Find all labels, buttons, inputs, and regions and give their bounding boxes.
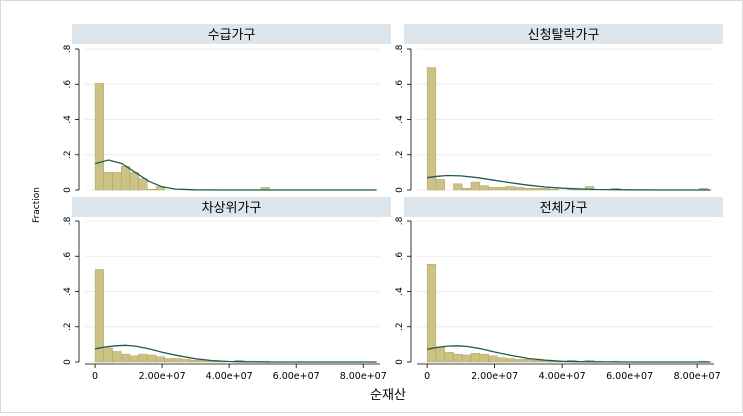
histogram-bar bbox=[103, 347, 113, 363]
y-tick-label: .8 bbox=[63, 44, 73, 53]
histogram-bar bbox=[121, 353, 131, 363]
histogram-bar bbox=[155, 356, 165, 363]
panel-header bbox=[72, 197, 391, 217]
histogram-bar bbox=[164, 358, 174, 363]
y-tick-label: 0 bbox=[63, 359, 73, 365]
x-axis-label: 순재산 bbox=[370, 388, 406, 403]
histogram-bar bbox=[453, 353, 463, 363]
histogram-bar bbox=[190, 360, 200, 363]
histogram-bar bbox=[426, 263, 437, 363]
histogram-bar bbox=[541, 188, 551, 191]
histogram-bar bbox=[182, 359, 192, 363]
panel-title: 수급가구 bbox=[208, 28, 256, 43]
histogram-bar bbox=[523, 188, 533, 191]
histogram-bar bbox=[532, 360, 542, 363]
x-tick-label: 0 bbox=[424, 371, 430, 382]
density-curve bbox=[94, 344, 377, 363]
y-axis-label: Fraction bbox=[32, 187, 42, 223]
y-tick-label: .2 bbox=[395, 322, 405, 331]
y-tick-label: .2 bbox=[395, 150, 405, 159]
histogram-bar bbox=[470, 181, 480, 191]
density-curve bbox=[426, 345, 711, 363]
histogram-bar bbox=[532, 188, 542, 191]
y-tick-label: .2 bbox=[63, 322, 73, 331]
panel-title: 전체가구 bbox=[540, 201, 588, 216]
histogram-bar bbox=[435, 179, 445, 191]
panel-title: 신청탈락가구 bbox=[528, 28, 600, 43]
y-tick-label: 0 bbox=[395, 359, 405, 365]
y-tick-label: .6 bbox=[395, 252, 405, 261]
histogram-bar bbox=[514, 187, 524, 191]
y-tick-label: .6 bbox=[395, 80, 405, 89]
histogram-bar bbox=[112, 351, 122, 363]
histogram-bar bbox=[479, 353, 489, 363]
histogram-bar bbox=[470, 352, 480, 363]
histogram-bar bbox=[121, 166, 131, 191]
histogram-bar bbox=[435, 346, 445, 363]
x-tick-label: 2.00e+07 bbox=[471, 371, 518, 382]
y-tick-label: .2 bbox=[63, 150, 73, 159]
y-tick-label: .4 bbox=[395, 115, 405, 124]
y-tick-label: .6 bbox=[63, 80, 73, 89]
y-tick-label: .8 bbox=[395, 216, 405, 225]
histogram-bar bbox=[462, 354, 472, 363]
panel-header bbox=[72, 24, 391, 44]
panel-header bbox=[404, 197, 723, 217]
histogram-bar bbox=[94, 83, 104, 191]
y-tick-label: .8 bbox=[395, 44, 405, 53]
panel-2: 신청탈락가구 0 .2 .4 .6 .8 bbox=[395, 24, 723, 193]
panel-title: 차상위가구 bbox=[202, 201, 262, 216]
histogram-bar bbox=[112, 172, 122, 191]
x-tick-label: 8.00e+07 bbox=[674, 371, 721, 382]
histogram-bar bbox=[453, 183, 463, 191]
x-tick-label: 8.00e+07 bbox=[340, 371, 387, 382]
histogram-bar bbox=[549, 188, 559, 191]
histogram-bar bbox=[505, 358, 516, 363]
y-tick-label: .8 bbox=[63, 216, 73, 225]
histogram-bar bbox=[488, 355, 498, 363]
y-tick-label: .4 bbox=[63, 287, 73, 296]
histogram-bar bbox=[147, 354, 157, 363]
histogram-bar bbox=[514, 359, 524, 363]
histogram-bar bbox=[497, 187, 507, 191]
y-tick-label: 0 bbox=[395, 187, 405, 193]
histogram-bar bbox=[488, 187, 498, 191]
x-tick-label: 0 bbox=[92, 371, 98, 382]
x-tick-label: 6.00e+07 bbox=[606, 371, 653, 382]
histogram-bar bbox=[505, 186, 516, 191]
histogram-bar bbox=[497, 357, 507, 363]
histogram-bar bbox=[147, 188, 157, 191]
x-tick-label: 6.00e+07 bbox=[273, 371, 320, 382]
histogram-bar bbox=[129, 355, 139, 363]
y-tick-label: .4 bbox=[395, 287, 405, 296]
panel-header bbox=[404, 24, 723, 44]
histogram-bar bbox=[479, 185, 489, 191]
x-tick-label: 4.00e+07 bbox=[539, 371, 586, 382]
panel-3: 차상위가구 0 .2 .4 .6 .8 0 2.00e+07 4.00e+07 6.00e+07 8… bbox=[63, 197, 391, 382]
panel-1: 수급가구 0 .2 .4 .6 .8 bbox=[63, 24, 391, 193]
panel-4: 전체가구 0 .2 .4 .6 .8 0 2.00e+07 4.00e+07 6.00e+07 8.… bbox=[395, 197, 723, 382]
y-tick-label: 0 bbox=[63, 187, 73, 193]
histogram-bar bbox=[426, 67, 437, 191]
histogram-bar bbox=[129, 172, 139, 191]
y-tick-label: .4 bbox=[63, 115, 73, 124]
density-curve bbox=[427, 174, 711, 191]
histogram-bar bbox=[94, 269, 104, 363]
histogram-bar bbox=[523, 359, 533, 363]
histogram-bar bbox=[138, 178, 148, 191]
histogram-bar bbox=[462, 188, 472, 191]
histogram-bar bbox=[173, 358, 183, 363]
density-curve bbox=[94, 159, 377, 191]
x-tick-label: 2.00e+07 bbox=[139, 371, 186, 382]
histogram-bar bbox=[138, 353, 148, 363]
x-tick-label: 4.00e+07 bbox=[206, 371, 253, 382]
histogram-bar bbox=[103, 172, 113, 191]
histogram-bar bbox=[444, 352, 454, 363]
histogram-bar bbox=[584, 186, 595, 191]
y-tick-label: .6 bbox=[63, 252, 73, 261]
